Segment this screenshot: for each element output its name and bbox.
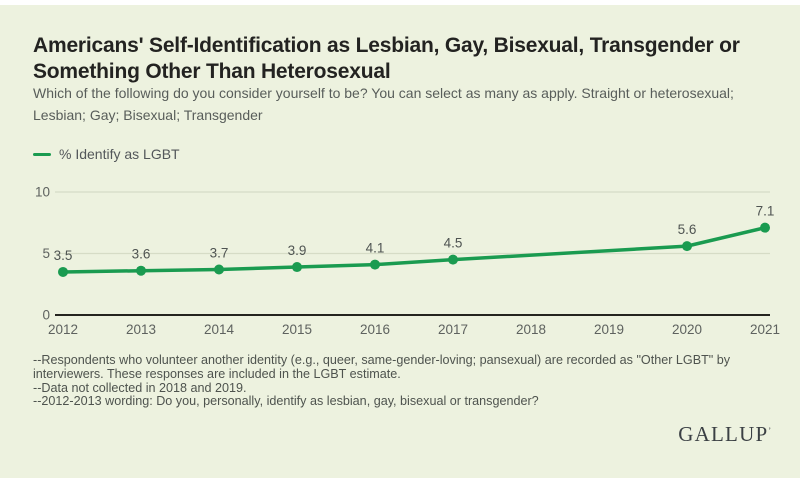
x-tick-label: 2018 [516, 322, 546, 337]
data-point-marker [448, 254, 458, 265]
x-tick-label: 2020 [672, 322, 702, 337]
data-point-marker [136, 265, 146, 276]
data-point-marker [370, 259, 380, 270]
data-point-marker [760, 222, 770, 233]
data-point-label: 3.6 [132, 247, 151, 262]
data-point-marker [292, 262, 302, 273]
gallup-logo-text: GALLUP [678, 422, 769, 446]
data-point-marker [682, 241, 692, 252]
data-point-label: 3.7 [210, 245, 229, 260]
data-point-label: 7.1 [756, 204, 775, 219]
data-point-label: 3.5 [54, 248, 73, 263]
footnote-wording: --2012-2013 wording: Do you, personally,… [33, 394, 539, 409]
line-chart: 0 5 10 2012 2013 2014 2015 2016 2017 2018 2019 2020… [35, 185, 780, 338]
gallup-trademark-mark: ’ [768, 426, 771, 435]
x-tick-label: 2015 [282, 322, 312, 337]
top-strip [0, 0, 800, 5]
y-tick-label: 10 [35, 185, 50, 200]
footnotes: --Respondents who volunteer another iden… [33, 353, 759, 409]
y-tick-label: 0 [42, 308, 50, 323]
data-point-marker [58, 266, 68, 277]
x-tick-label: 2012 [48, 322, 78, 337]
data-point-marker [214, 264, 224, 275]
page-title: Americans' Self-Identification as Lesbia… [33, 34, 740, 83]
data-point-label: 5.6 [678, 222, 697, 237]
x-tick-label: 2013 [126, 322, 156, 337]
x-tick-label: 2016 [360, 322, 390, 337]
x-tick-label: 2019 [594, 322, 624, 337]
data-line [61, 225, 767, 274]
gallup-logo: GALLUP’ [678, 422, 771, 447]
legend: % Identify as LGBT [33, 146, 180, 162]
data-point-label: 4.1 [366, 241, 385, 256]
data-point-label: 4.5 [444, 236, 463, 251]
footnote-data-not-collected: --Data not collected in 2018 and 2019. [33, 380, 247, 395]
x-tick-label: 2017 [438, 322, 468, 337]
survey-question-subtitle: Which of the following do you consider y… [33, 85, 734, 123]
x-tick-label: 2014 [204, 322, 235, 337]
footnote-other-lgbt: --Respondents who volunteer another iden… [33, 353, 731, 381]
legend-label: % Identify as LGBT [59, 146, 180, 162]
legend-line-swatch [33, 152, 51, 156]
x-tick-label: 2021 [750, 322, 780, 337]
y-tick-label: 5 [42, 246, 50, 261]
data-point-label: 3.9 [288, 243, 307, 258]
